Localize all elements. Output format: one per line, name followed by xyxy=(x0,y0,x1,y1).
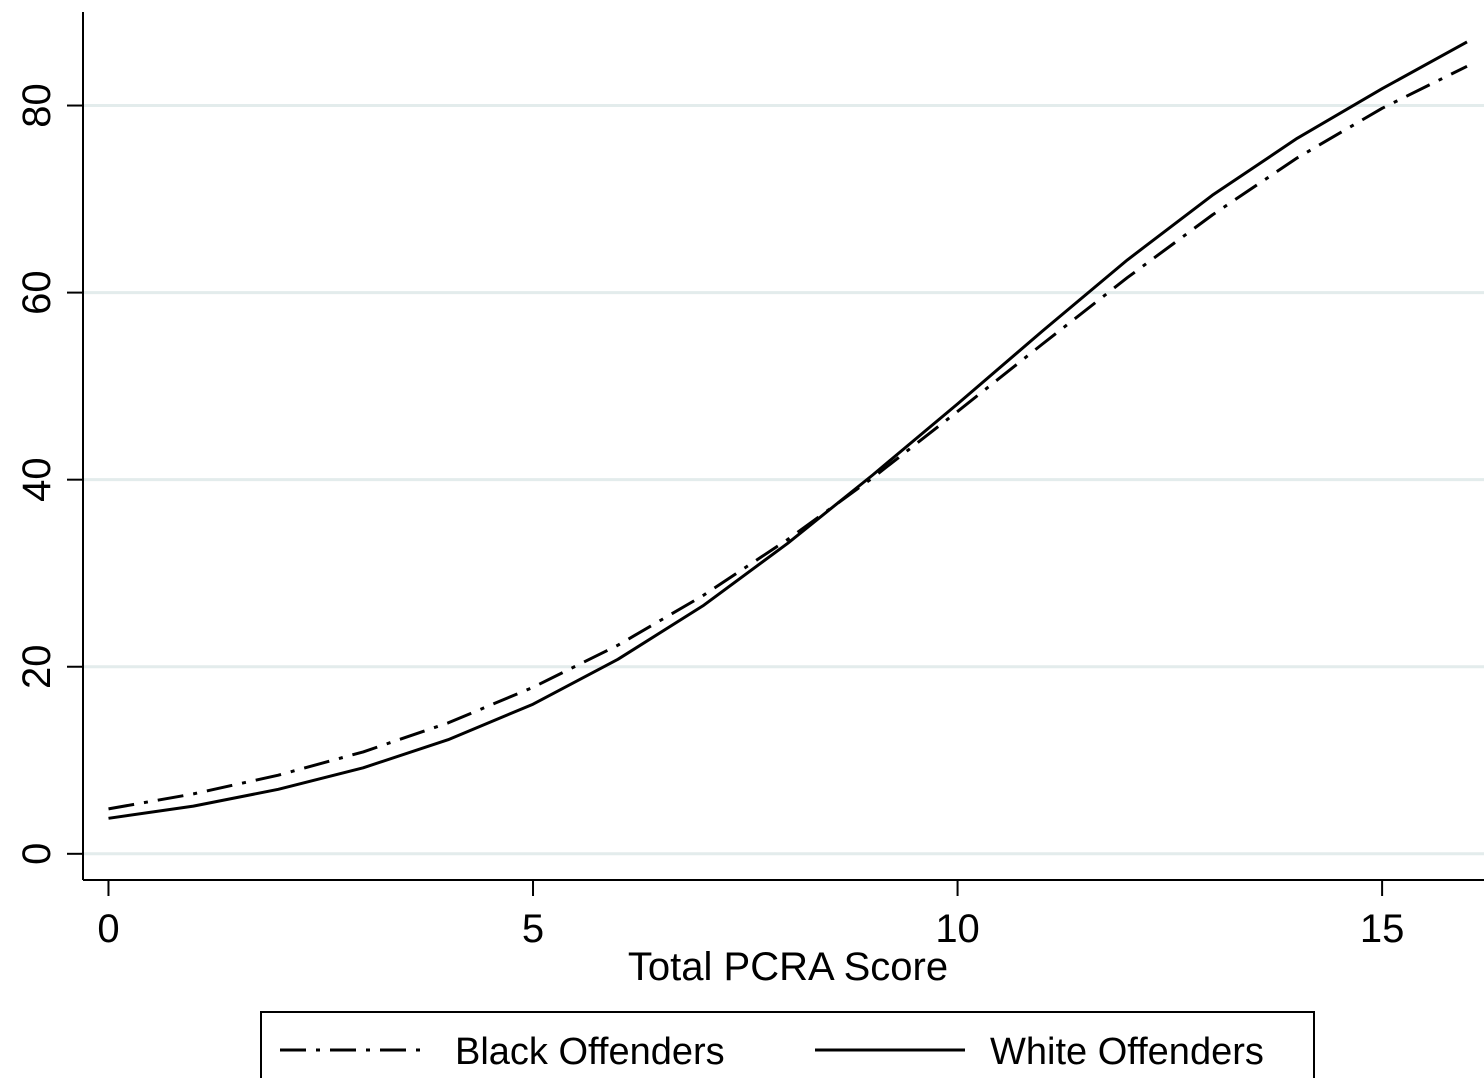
y-tick-label-0: 0 xyxy=(15,843,59,865)
legend-label-black-offenders: Black Offenders xyxy=(455,1031,725,1073)
x-axis-ticks: 0 5 10 15 xyxy=(97,880,1404,951)
x-axis-title: Total PCRA Score xyxy=(628,945,948,989)
legend: Black Offenders White Offenders xyxy=(260,1011,1315,1078)
series-lines xyxy=(108,40,1468,820)
series-line-white-offenders xyxy=(108,40,1468,820)
legend-box xyxy=(260,1011,1315,1078)
x-tick-label-15: 15 xyxy=(1360,907,1405,951)
y-tick-label-40: 40 xyxy=(15,457,59,502)
x-tick-label-0: 0 xyxy=(97,907,119,951)
x-tick-label-10: 10 xyxy=(935,907,980,951)
x-tick-label-5: 5 xyxy=(522,907,544,951)
legend-label-white-offenders: White Offenders xyxy=(990,1031,1264,1073)
y-tick-label-60: 60 xyxy=(15,270,59,315)
y-tick-label-20: 20 xyxy=(15,644,59,689)
gridlines xyxy=(84,104,1484,856)
y-tick-label-80: 80 xyxy=(15,83,59,128)
series-line-black-offenders xyxy=(108,64,1468,811)
y-axis-ticks: 0 20 40 60 80 xyxy=(15,83,83,865)
